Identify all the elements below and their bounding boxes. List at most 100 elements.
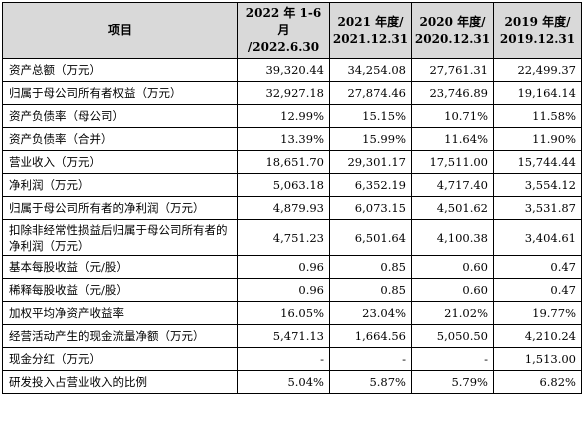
row-label: 基本每股收益（元/股）: [2, 255, 238, 279]
row-value: 11.90%: [493, 127, 582, 151]
row-value: 6,073.15: [329, 196, 412, 220]
row-value: 21.02%: [411, 301, 494, 325]
table-row: 资产负债率（母公司） 12.99% 15.15% 10.71% 11.58%: [2, 104, 582, 128]
row-value: 27,761.31: [411, 58, 494, 82]
row-value: 0.47: [493, 255, 582, 279]
header-2020-line2: 2020.12.31: [414, 31, 491, 46]
table-row: 加权平均净资产收益率 16.05% 23.04% 21.02% 19.77%: [2, 301, 582, 325]
row-label: 资产总额（万元）: [2, 58, 238, 82]
row-value: 3,531.87: [493, 196, 582, 220]
row-value: 4,210.24: [493, 324, 582, 348]
row-value: 6,501.64: [329, 219, 412, 256]
row-value: 19.77%: [493, 301, 582, 325]
row-label: 资产负债率（合并）: [2, 127, 238, 151]
row-value: 6.82%: [493, 370, 582, 394]
row-value: 19,164.14: [493, 81, 582, 105]
header-2021: 2021 年度/ 2021.12.31: [329, 2, 412, 59]
row-label: 营业收入（万元）: [2, 150, 238, 174]
header-2022h1: 2022 年 1-6 月 /2022.6.30: [237, 2, 330, 59]
header-2022h1-line1: 2022 年 1-6 月: [245, 6, 322, 37]
header-item-text: 项目: [107, 23, 132, 37]
row-value: 1,513.00: [493, 347, 582, 371]
row-value: 4,717.40: [411, 173, 494, 197]
row-value: 5.04%: [237, 370, 330, 394]
table-row: 营业收入（万元） 18,651.70 29,301.17 17,511.00 1…: [2, 150, 582, 174]
row-value: 0.96: [237, 278, 330, 302]
row-value: 6,352.19: [329, 173, 412, 197]
header-2019-line2: 2019.12.31: [499, 31, 576, 46]
row-value: 5,471.13: [237, 324, 330, 348]
header-2019-line1: 2019 年度/: [504, 14, 571, 29]
financial-indicators-table: 项目 2022 年 1-6 月 /2022.6.30 2021 年度/ 2021…: [2, 2, 582, 394]
table-row: 净利润（万元） 5,063.18 6,352.19 4,717.40 3,554…: [2, 173, 582, 197]
table-row: 资产负债率（合并） 13.39% 15.99% 11.64% 11.90%: [2, 127, 582, 151]
header-2022h1-line2: /2022.6.30: [247, 40, 320, 54]
header-item: 项目: [2, 2, 238, 59]
table-row: 资产总额（万元） 39,320.44 34,254.08 27,761.31 2…: [2, 58, 582, 82]
row-value: 3,404.61: [493, 219, 582, 256]
row-value: 29,301.17: [329, 150, 412, 174]
row-value: 0.85: [329, 278, 412, 302]
row-value: -: [237, 347, 330, 371]
row-label: 现金分红（万元）: [2, 347, 238, 371]
table-row: 基本每股收益（元/股） 0.96 0.85 0.60 0.47: [2, 255, 582, 279]
row-value: 34,254.08: [329, 58, 412, 82]
row-value: 22,499.37: [493, 58, 582, 82]
table-row: 研发投入占营业收入的比例 5.04% 5.87% 5.79% 6.82%: [2, 370, 582, 394]
row-value: 12.99%: [237, 104, 330, 128]
row-value: 39,320.44: [237, 58, 330, 82]
row-value: 11.58%: [493, 104, 582, 128]
row-value: 4,100.38: [411, 219, 494, 256]
row-label: 归属于母公司所有者权益（万元）: [2, 81, 238, 105]
row-label: 经营活动产生的现金流量净额（万元）: [2, 324, 238, 348]
table-row: 稀释每股收益（元/股） 0.96 0.85 0.60 0.47: [2, 278, 582, 302]
row-label: 净利润（万元）: [2, 173, 238, 197]
row-label: 稀释每股收益（元/股）: [2, 278, 238, 302]
row-value: 0.47: [493, 278, 582, 302]
row-label: 资产负债率（母公司）: [2, 104, 238, 128]
row-value: 0.85: [329, 255, 412, 279]
header-2019: 2019 年度/ 2019.12.31: [493, 2, 582, 59]
header-2021-line1: 2021 年度/: [337, 14, 404, 29]
row-value: 17,511.00: [411, 150, 494, 174]
table-row: 扣除非经常性损益后归属于母公司所有者的净利润（万元） 4,751.23 6,50…: [2, 219, 582, 256]
row-label: 加权平均净资产收益率: [2, 301, 238, 325]
row-value: 32,927.18: [237, 81, 330, 105]
table-header-row: 项目 2022 年 1-6 月 /2022.6.30 2021 年度/ 2021…: [2, 2, 582, 59]
row-label: 归属于母公司所有者的净利润（万元）: [2, 196, 238, 220]
row-value: 10.71%: [411, 104, 494, 128]
row-label: 扣除非经常性损益后归属于母公司所有者的净利润（万元）: [2, 219, 238, 256]
header-2021-line2: 2021.12.31: [332, 31, 409, 46]
row-value: 0.60: [411, 255, 494, 279]
row-value: 4,751.23: [237, 219, 330, 256]
table-row: 归属于母公司所有者的净利润（万元） 4,879.93 6,073.15 4,50…: [2, 196, 582, 220]
header-2020-line1: 2020 年度/: [419, 14, 486, 29]
row-value: 15.99%: [329, 127, 412, 151]
row-value: 15,744.44: [493, 150, 582, 174]
row-label: 研发投入占营业收入的比例: [2, 370, 238, 394]
row-value: 5.87%: [329, 370, 412, 394]
row-value: 16.05%: [237, 301, 330, 325]
row-value: 23,746.89: [411, 81, 494, 105]
row-value: 0.60: [411, 278, 494, 302]
row-value: -: [411, 347, 494, 371]
row-value: 23.04%: [329, 301, 412, 325]
row-value: 18,651.70: [237, 150, 330, 174]
row-value: 4,501.62: [411, 196, 494, 220]
row-value: 0.96: [237, 255, 330, 279]
table-row: 现金分红（万元） - - - 1,513.00: [2, 347, 582, 371]
table-row: 归属于母公司所有者权益（万元） 32,927.18 27,874.46 23,7…: [2, 81, 582, 105]
row-value: 5.79%: [411, 370, 494, 394]
row-value: 5,063.18: [237, 173, 330, 197]
row-value: 4,879.93: [237, 196, 330, 220]
header-2020: 2020 年度/ 2020.12.31: [411, 2, 494, 59]
row-value: 5,050.50: [411, 324, 494, 348]
row-value: 27,874.46: [329, 81, 412, 105]
row-value: 11.64%: [411, 127, 494, 151]
row-value: 15.15%: [329, 104, 412, 128]
table-row: 经营活动产生的现金流量净额（万元） 5,471.13 1,664.56 5,05…: [2, 324, 582, 348]
row-value: 13.39%: [237, 127, 330, 151]
row-value: 1,664.56: [329, 324, 412, 348]
row-value: 3,554.12: [493, 173, 582, 197]
row-value: -: [329, 347, 412, 371]
